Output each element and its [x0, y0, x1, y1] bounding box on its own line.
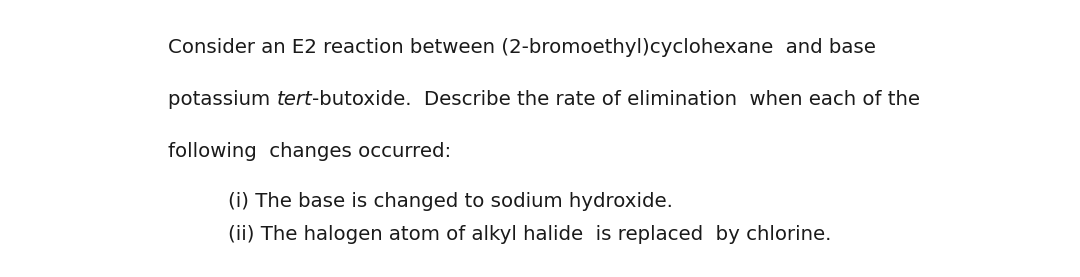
Text: -butoxide.  Describe the rate of elimination  when each of the: -butoxide. Describe the rate of eliminat…	[312, 90, 920, 109]
Text: Consider an E2 reaction between (2-bromoethyl)cyclohexane  and base: Consider an E2 reaction between (2-bromo…	[168, 38, 876, 57]
Text: tert: tert	[276, 90, 312, 109]
Text: (i) The base is changed to sodium hydroxide.: (i) The base is changed to sodium hydrox…	[228, 192, 673, 211]
Text: following  changes occurred:: following changes occurred:	[168, 142, 451, 161]
Text: potassium: potassium	[168, 90, 276, 109]
Text: (ii) The halogen atom of alkyl halide  is replaced  by chlorine.: (ii) The halogen atom of alkyl halide is…	[228, 225, 832, 244]
